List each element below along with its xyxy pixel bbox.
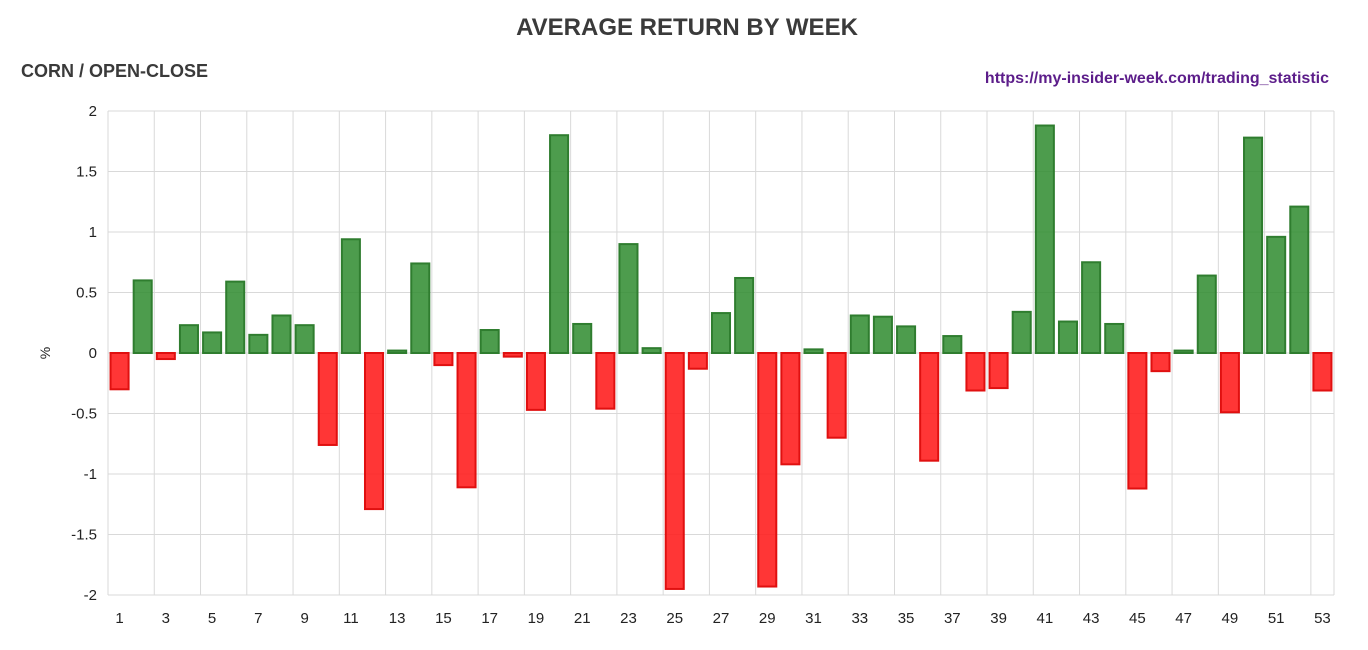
x-tick-label: 47 — [1175, 610, 1192, 627]
bar-week-36 — [919, 352, 940, 462]
bar-week-47 — [1173, 349, 1194, 354]
bar-week-37 — [942, 335, 963, 354]
bar-week-2 — [132, 279, 153, 354]
bar-week-42 — [1057, 320, 1079, 355]
bar-week-32 — [826, 352, 847, 439]
bar-week-44 — [1104, 322, 1125, 354]
y-tick-label: 1 — [89, 224, 97, 241]
source-link[interactable]: https://my-insider-week.com/trading_stat… — [984, 70, 1329, 87]
bar-week-40 — [1011, 310, 1032, 354]
y-tick-label: 0.5 — [76, 285, 97, 302]
bar-week-50 — [1243, 136, 1264, 354]
x-tick-label: 29 — [759, 610, 776, 627]
bar-week-46 — [1150, 352, 1171, 373]
bar-week-5 — [202, 331, 223, 354]
bar-week-11 — [340, 238, 361, 354]
bar-week-25 — [664, 352, 685, 590]
bar-week-52 — [1289, 205, 1310, 354]
bar-week-10 — [317, 352, 338, 446]
x-tick-label: 27 — [713, 610, 730, 627]
x-tick-label: 15 — [435, 610, 452, 627]
x-tick-label: 43 — [1083, 610, 1100, 627]
bar-week-16 — [456, 352, 477, 489]
x-tick-label: 51 — [1268, 610, 1285, 627]
y-tick-label: -1.5 — [71, 527, 97, 544]
bar-week-8 — [271, 314, 292, 354]
x-tick-label: 3 — [162, 610, 170, 627]
bar-week-19 — [525, 352, 546, 411]
x-tick-label: 33 — [851, 610, 868, 627]
bar-week-14 — [410, 262, 431, 354]
bar-week-17 — [479, 329, 500, 355]
bar-week-1 — [109, 352, 130, 391]
bar-week-51 — [1266, 235, 1287, 354]
bar-week-24 — [641, 347, 662, 355]
x-tick-label: 35 — [898, 610, 915, 627]
bar-week-45 — [1127, 352, 1148, 490]
x-tick-label: 13 — [389, 610, 406, 627]
bar-week-9 — [294, 324, 315, 355]
x-tick-label: 17 — [481, 610, 498, 627]
x-tick-label: 45 — [1129, 610, 1146, 627]
bar-week-49 — [1219, 352, 1240, 414]
bar-week-43 — [1081, 261, 1102, 354]
bar-week-18 — [502, 352, 523, 358]
bar-week-3 — [155, 352, 176, 361]
x-tick-label: 39 — [990, 610, 1007, 627]
bar-week-41 — [1034, 124, 1055, 354]
x-tick-label: 23 — [620, 610, 637, 627]
y-tick-label: -2 — [84, 587, 97, 604]
x-tick-label: 41 — [1037, 610, 1054, 627]
x-tick-label: 5 — [208, 610, 216, 627]
bar-week-12 — [363, 352, 385, 511]
x-axis-ticks: 1 3 5 7 9 11 13 15 17 19 21 23 25 27 29 31 33 35 37 39 41 43 4… — [115, 610, 1330, 627]
bar-week-53 — [1312, 352, 1333, 392]
y-tick-label: -1 — [84, 466, 97, 483]
bar-week-20 — [549, 134, 570, 354]
bar-week-30 — [780, 352, 801, 466]
bars — [109, 124, 1333, 590]
x-tick-label: 1 — [115, 610, 123, 627]
x-tick-label: 21 — [574, 610, 591, 627]
y-axis-label: % — [37, 347, 53, 359]
y-axis-ticks: 2 1.5 1 0.5 0 -0.5 -1 -1.5 -2 — [71, 103, 97, 604]
bar-week-38 — [965, 352, 986, 392]
bar-week-21 — [572, 322, 593, 354]
y-tick-label: 2 — [89, 103, 97, 120]
x-tick-label: 7 — [254, 610, 262, 627]
y-tick-label: 1.5 — [76, 164, 97, 181]
bar-week-22 — [595, 352, 616, 410]
x-tick-label: 37 — [944, 610, 961, 627]
bar-week-7 — [248, 333, 269, 355]
x-tick-label: 25 — [666, 610, 683, 627]
bar-week-27 — [710, 312, 732, 355]
bar-week-33 — [849, 314, 870, 354]
bar-week-23 — [618, 243, 639, 355]
bar-week-28 — [734, 276, 755, 355]
x-tick-label: 11 — [343, 610, 359, 627]
bar-week-6 — [225, 280, 246, 354]
y-tick-label: -0.5 — [71, 406, 97, 423]
bar-week-29 — [757, 352, 778, 588]
x-tick-label: 49 — [1222, 610, 1239, 627]
x-tick-label: 9 — [300, 610, 308, 627]
chart-subtitle: CORN / OPEN-CLOSE — [21, 61, 209, 81]
bar-week-31 — [803, 348, 824, 354]
x-tick-label: 31 — [805, 610, 822, 627]
bar-week-4 — [178, 324, 199, 355]
bar-week-13 — [387, 349, 408, 354]
bar-week-26 — [687, 352, 708, 370]
chart-title: AVERAGE RETURN BY WEEK — [516, 14, 858, 41]
x-tick-label: 19 — [528, 610, 545, 627]
bar-week-48 — [1196, 274, 1217, 354]
x-tick-label: 53 — [1314, 610, 1331, 627]
y-tick-label: 0 — [89, 345, 97, 362]
bar-week-35 — [896, 325, 917, 355]
bar-week-15 — [433, 352, 454, 367]
bar-week-34 — [872, 315, 893, 355]
bar-week-39 — [988, 352, 1009, 390]
